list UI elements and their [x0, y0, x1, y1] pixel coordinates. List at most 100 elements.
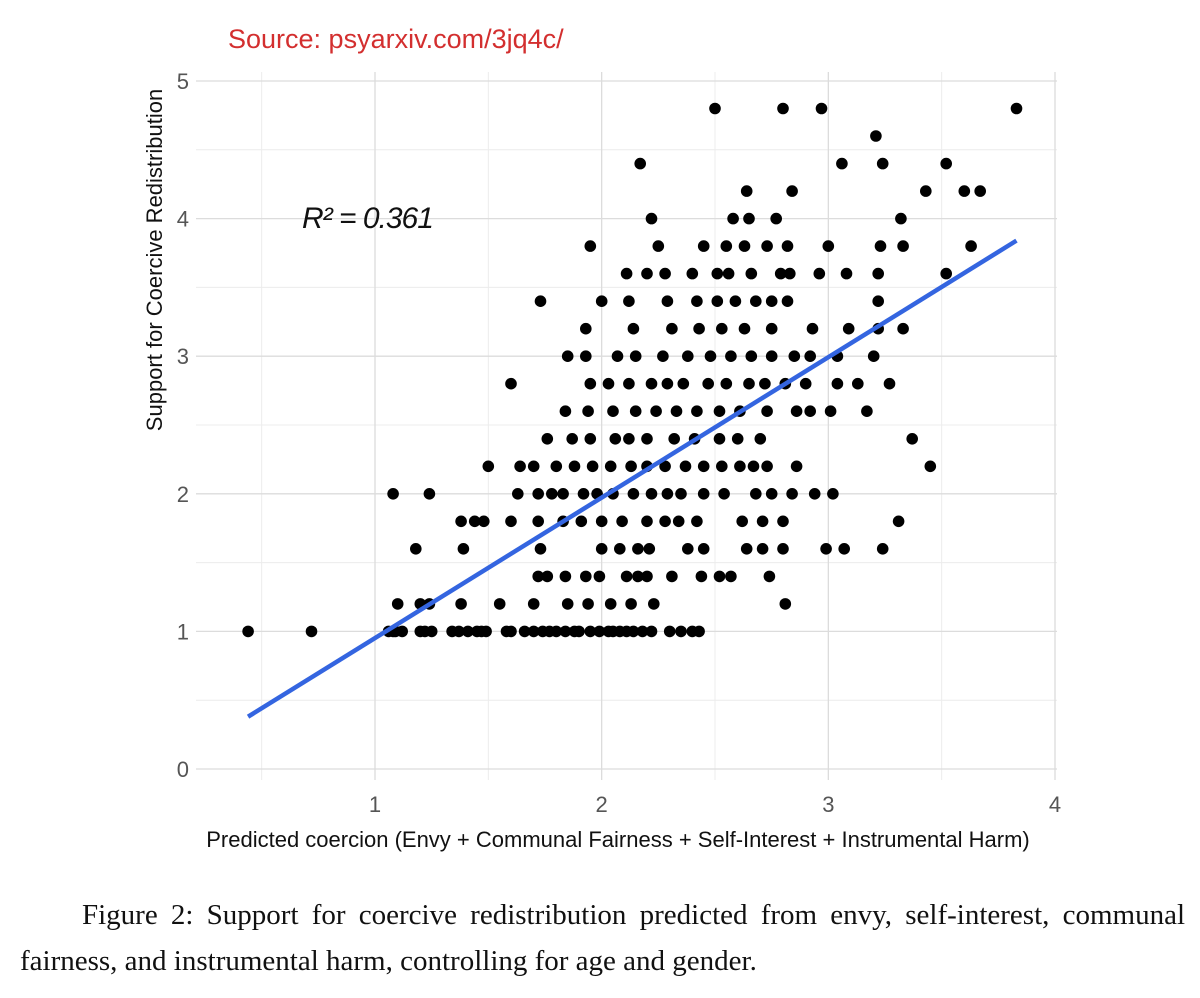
x-tick-label: 1	[369, 792, 381, 817]
data-point	[627, 488, 640, 500]
data-point	[595, 543, 608, 555]
data-point	[632, 543, 644, 555]
figure-caption-text: Figure 2: Support for coercive redistrib…	[20, 899, 1185, 977]
data-point	[693, 322, 705, 335]
data-point	[659, 460, 671, 473]
data-point	[666, 322, 678, 335]
data-point	[527, 625, 540, 638]
data-point	[725, 570, 737, 583]
data-point	[584, 625, 597, 638]
data-point	[722, 267, 735, 280]
data-point	[779, 598, 792, 610]
data-point	[761, 460, 773, 473]
data-point	[425, 625, 438, 638]
data-point	[593, 570, 606, 583]
data-point	[702, 377, 714, 390]
data-point	[777, 515, 789, 528]
data-point	[623, 295, 635, 308]
data-point	[242, 625, 254, 638]
data-point	[636, 625, 649, 638]
data-point	[480, 625, 492, 638]
data-point	[924, 460, 937, 473]
data-point	[471, 625, 483, 638]
data-point	[781, 240, 794, 252]
data-point	[727, 212, 739, 225]
data-point	[774, 267, 787, 280]
data-point	[580, 570, 592, 583]
data-point	[718, 488, 730, 500]
data-point	[645, 488, 658, 500]
data-point	[770, 212, 782, 225]
data-point	[532, 515, 544, 528]
data-point	[697, 240, 710, 252]
data-point	[892, 515, 905, 528]
data-point	[682, 350, 694, 363]
data-point	[577, 488, 590, 500]
data-point	[784, 267, 796, 280]
data-point	[777, 543, 789, 555]
data-point	[550, 625, 563, 638]
data-point	[765, 295, 778, 308]
data-point	[781, 295, 794, 308]
y-tick-label: 5	[177, 69, 189, 94]
data-point	[840, 267, 853, 280]
data-point	[740, 543, 753, 555]
data-point	[586, 460, 599, 473]
data-point	[643, 543, 656, 555]
data-point	[716, 460, 728, 473]
y-axis-label: Support for Coercive Redistribution	[142, 89, 167, 431]
data-point	[876, 157, 889, 170]
data-point	[634, 157, 646, 170]
data-point	[745, 350, 758, 363]
data-point	[645, 212, 658, 225]
y-tick-label: 4	[177, 207, 189, 232]
data-point	[532, 570, 544, 583]
data-points	[242, 102, 1023, 638]
data-point	[627, 625, 640, 638]
data-point	[711, 267, 724, 280]
data-point	[468, 515, 481, 528]
data-point	[743, 377, 755, 390]
data-point	[747, 460, 760, 473]
data-point	[641, 515, 653, 528]
data-point	[713, 433, 726, 445]
data-point	[790, 460, 803, 473]
data-point	[396, 625, 409, 638]
data-point	[625, 598, 637, 610]
data-point	[670, 405, 683, 418]
data-point	[575, 515, 588, 528]
data-point	[632, 570, 644, 583]
x-axis-label: Predicted coercion (Envy + Communal Fair…	[206, 827, 1030, 852]
data-point	[786, 488, 798, 500]
data-point	[652, 240, 665, 252]
data-point	[557, 488, 569, 500]
data-point	[958, 185, 971, 197]
data-point	[897, 240, 909, 252]
data-point	[720, 377, 733, 390]
data-point	[808, 488, 821, 500]
data-point	[668, 433, 680, 445]
data-point	[697, 488, 710, 500]
data-point	[974, 185, 986, 197]
data-point	[804, 350, 816, 363]
data-point	[750, 295, 762, 308]
data-point	[607, 405, 619, 418]
data-point	[693, 625, 705, 638]
data-point	[648, 598, 660, 610]
data-point	[595, 515, 608, 528]
data-point	[568, 460, 581, 473]
data-point	[897, 322, 909, 335]
data-point	[505, 377, 517, 390]
data-point	[623, 433, 635, 445]
data-point	[455, 598, 467, 610]
data-point	[761, 405, 773, 418]
data-point	[867, 350, 880, 363]
data-point	[629, 405, 642, 418]
data-point	[559, 570, 572, 583]
data-point	[788, 350, 801, 363]
data-point	[738, 240, 751, 252]
data-point	[584, 433, 597, 445]
data-point	[677, 377, 690, 390]
data-point	[659, 515, 671, 528]
data-point	[895, 212, 907, 225]
